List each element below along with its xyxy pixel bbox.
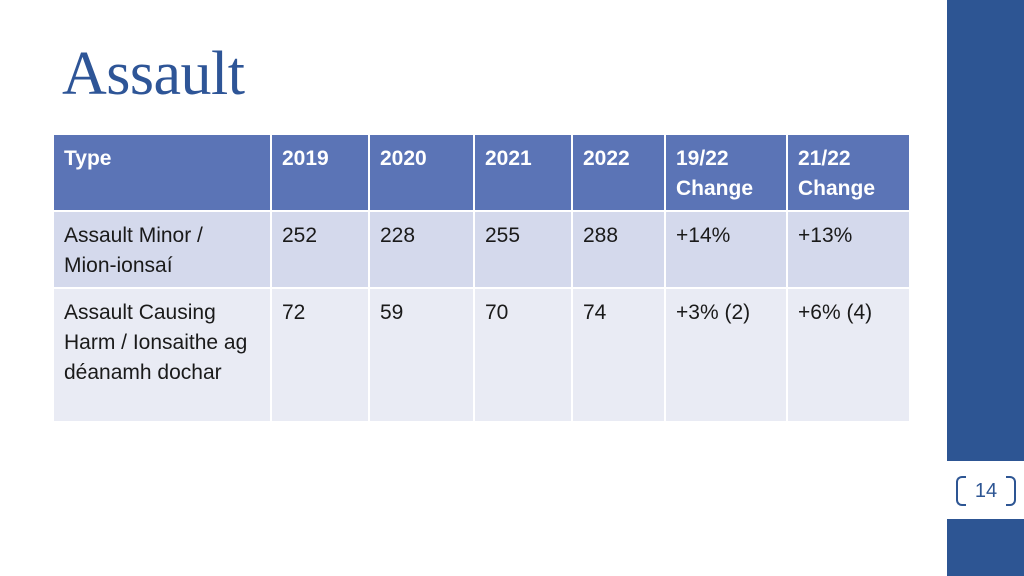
header-2022: 2022 bbox=[573, 135, 664, 210]
cell-2022: 288 bbox=[573, 212, 664, 287]
header-2020: 2020 bbox=[370, 135, 473, 210]
cell-type: Assault Minor / Mion-ionsaí bbox=[54, 212, 270, 287]
cell-2020: 228 bbox=[370, 212, 473, 287]
header-21-22-change: 21/22 Change bbox=[788, 135, 909, 210]
table-header-row: Type 2019 2020 2021 2022 19/22 Change 21… bbox=[54, 135, 909, 210]
header-2021: 2021 bbox=[475, 135, 571, 210]
cell-2021: 70 bbox=[475, 289, 571, 421]
page-number-right-brace bbox=[1006, 476, 1016, 506]
cell-2021: 255 bbox=[475, 212, 571, 287]
cell-2020: 59 bbox=[370, 289, 473, 421]
cell-2022: 74 bbox=[573, 289, 664, 421]
header-2019: 2019 bbox=[272, 135, 368, 210]
cell-type: Assault Causing Harm / Ionsaithe ag déan… bbox=[54, 289, 270, 421]
assault-statistics-table: Type 2019 2020 2021 2022 19/22 Change 21… bbox=[52, 133, 911, 423]
cell-19-22-change: +3% (2) bbox=[666, 289, 786, 421]
table-row: Assault Causing Harm / Ionsaithe ag déan… bbox=[54, 289, 909, 421]
page-number: 14 bbox=[974, 480, 998, 502]
table-row: Assault Minor / Mion-ionsaí 252 228 255 … bbox=[54, 212, 909, 287]
header-type: Type bbox=[54, 135, 270, 210]
cell-21-22-change: +13% bbox=[788, 212, 909, 287]
cell-2019: 252 bbox=[272, 212, 368, 287]
header-19-22-change: 19/22 Change bbox=[666, 135, 786, 210]
cell-21-22-change: +6% (4) bbox=[788, 289, 909, 421]
cell-19-22-change: +14% bbox=[666, 212, 786, 287]
page-number-box bbox=[947, 461, 1024, 519]
slide-title: Assault bbox=[62, 40, 245, 108]
page-number-left-brace bbox=[956, 476, 966, 506]
cell-2019: 72 bbox=[272, 289, 368, 421]
